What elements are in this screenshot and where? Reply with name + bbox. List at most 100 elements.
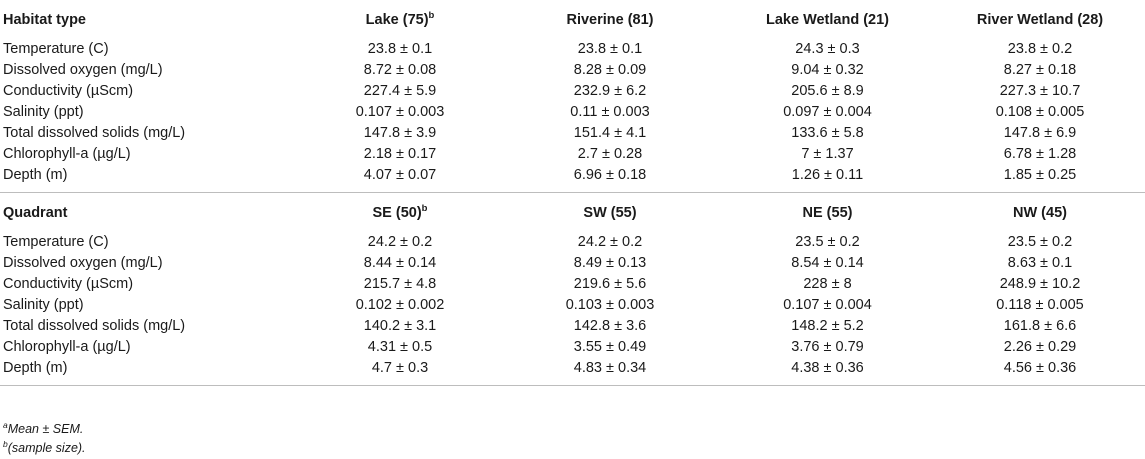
table-footnotes: aMean ± SEM. b(sample size).: [3, 420, 86, 458]
cell-value: 23.8 ± 0.1: [577, 41, 643, 57]
cell-value: 4.38 ± 0.36: [791, 360, 864, 376]
cell-value: 8.72 ± 0.08: [363, 62, 437, 78]
cell-value: 1.85 ± 0.25: [1003, 167, 1077, 183]
table-row: Temperature (C) 23.8 ± 0.1 23.8 ± 0.1 24.3 …: [0, 39, 1145, 60]
header-quadrant: Quadrant: [0, 192, 300, 232]
table-row: Conductivity (µScm) 215.7 ± 4.8 219.6 ± 5.…: [0, 274, 1145, 295]
cell-value: 8.28 ± 0.09: [573, 62, 647, 78]
table-row: Temperature (C) 24.2 ± 0.2 24.2 ± 0.2 23.5 …: [0, 232, 1145, 253]
row-label: Chlorophyll-a (µg/L): [3, 146, 131, 162]
water-quality-table: Habitat type Lake (75)b Riverine (81) La…: [0, 0, 1145, 386]
cell-value: 4.83 ± 0.34: [573, 360, 647, 376]
header-col-lake: Lake (75)b: [365, 9, 435, 28]
table-row: Dissolved oxygen (mg/L) 8.72 ± 0.08 8.28 ±…: [0, 60, 1145, 81]
row-label: Total dissolved solids (mg/L): [3, 125, 186, 141]
cell-value: 151.4 ± 4.1: [573, 125, 647, 141]
cell-value: 8.49 ± 0.13: [573, 255, 647, 271]
header-col-lake-wetland: Lake Wetland (21): [765, 11, 890, 28]
cell-value: 8.63 ± 0.1: [1007, 255, 1073, 271]
header-habitat-type: Habitat type: [3, 11, 86, 28]
row-label: Depth (m): [3, 360, 68, 376]
cell-value: 248.9 ± 10.2: [999, 276, 1081, 292]
cell-value: 232.9 ± 6.2: [573, 83, 647, 99]
cell-value: 142.8 ± 3.6: [573, 318, 647, 334]
cell-value: 6.96 ± 0.18: [573, 167, 647, 183]
table-row: Salinity (ppt) 0.102 ± 0.002 0.103 ± 0.003…: [0, 295, 1145, 316]
cell-value: 3.55 ± 0.49: [573, 339, 647, 355]
cell-value: 24.2 ± 0.2: [367, 234, 433, 250]
cell-value: 4.07 ± 0.07: [363, 167, 437, 183]
cell-value: 205.6 ± 8.9: [791, 83, 864, 99]
cell-value: 4.56 ± 0.36: [1003, 360, 1077, 376]
footnote-a: aMean ± SEM.: [3, 420, 84, 436]
cell-value: 148.2 ± 5.2: [791, 318, 864, 334]
cell-value: 23.5 ± 0.2: [795, 234, 860, 250]
cell-value: 0.118 ± 0.005: [996, 297, 1084, 313]
cell-value: 24.2 ± 0.2: [577, 234, 643, 250]
cell-value: 4.31 ± 0.5: [367, 339, 433, 355]
row-label: Dissolved oxygen (mg/L): [3, 62, 163, 78]
row-label: Depth (m): [3, 167, 68, 183]
cell-value: 7 ± 1.37: [801, 146, 854, 162]
header-col-river-wetland: River Wetland (28): [976, 11, 1104, 28]
cell-value: 0.108 ± 0.005: [995, 104, 1085, 120]
cell-value: 227.4 ± 5.9: [363, 83, 437, 99]
header-col-sw: SW (55): [500, 192, 720, 232]
cell-value: 2.18 ± 0.17: [363, 146, 437, 162]
cell-value: 3.76 ± 0.79: [791, 339, 864, 355]
cell-value: 23.5 ± 0.2: [1007, 234, 1073, 250]
row-label: Dissolved oxygen (mg/L): [3, 255, 163, 271]
row-label: Salinity (ppt): [3, 297, 84, 313]
cell-value: 2.26 ± 0.29: [1003, 339, 1077, 355]
cell-value: 0.11 ± 0.003: [570, 104, 650, 120]
cell-value: 0.097 ± 0.004: [783, 104, 872, 120]
header-col-nw: NW (45): [935, 192, 1145, 232]
cell-value: 0.107 ± 0.004: [783, 297, 872, 313]
cell-value: 147.8 ± 6.9: [1003, 125, 1077, 141]
footnote-b: b(sample size).: [3, 439, 86, 455]
cell-value: 228 ± 8: [803, 276, 852, 292]
cell-value: 219.6 ± 5.6: [573, 276, 647, 292]
cell-value: 0.103 ± 0.003: [565, 297, 655, 313]
table-row: Conductivity (µScm) 227.4 ± 5.9 232.9 ± 6.…: [0, 81, 1145, 102]
table-row: Total dissolved solids (mg/L) 140.2 ± 3.1…: [0, 316, 1145, 337]
cell-value: 0.102 ± 0.002: [355, 297, 445, 313]
header-row-quadrant: Quadrant SE (50)b SW (55) NE (55) NW (45…: [0, 192, 1145, 232]
cell-value: 23.8 ± 0.2: [1007, 41, 1073, 57]
table-row: Chlorophyll-a (µg/L) 2.18 ± 0.17 2.7 ± 0.2…: [0, 144, 1145, 165]
table-row: Depth (m) 4.07 ± 0.07 6.96 ± 0.18 1.26 ± 0.…: [0, 165, 1145, 186]
header-row-habitat: Habitat type Lake (75)b Riverine (81) La…: [0, 0, 1145, 39]
table-row: Depth (m) 4.7 ± 0.3 4.83 ± 0.34 4.38 ± 0.36…: [0, 358, 1145, 379]
row-label: Total dissolved solids (mg/L): [3, 318, 186, 334]
cell-value: 147.8 ± 3.9: [363, 125, 437, 141]
cell-value: 133.6 ± 5.8: [791, 125, 864, 141]
cell-value: 6.78 ± 1.28: [1003, 146, 1077, 162]
table-row: Salinity (ppt) 0.107 ± 0.003 0.11 ± 0.003 0…: [0, 102, 1145, 123]
row-label: Chlorophyll-a (µg/L): [3, 339, 131, 355]
cell-value: 8.44 ± 0.14: [363, 255, 437, 271]
row-label: Conductivity (µScm): [3, 83, 134, 99]
cell-value: 8.54 ± 0.14: [791, 255, 864, 271]
header-col-ne: NE (55): [720, 192, 935, 232]
cell-value: 215.7 ± 4.8: [363, 276, 437, 292]
row-label: Salinity (ppt): [3, 104, 84, 120]
cell-value: 8.27 ± 0.18: [1003, 62, 1077, 78]
header-col-riverine: Riverine (81): [566, 11, 654, 28]
cell-value: 2.7 ± 0.28: [577, 146, 643, 162]
table-row: Chlorophyll-a (µg/L) 4.31 ± 0.5 3.55 ± 0.4…: [0, 337, 1145, 358]
cell-value: 23.8 ± 0.1: [367, 41, 433, 57]
cell-value: 140.2 ± 3.1: [363, 318, 437, 334]
table-row: Dissolved oxygen (mg/L) 8.44 ± 0.14 8.49 ±…: [0, 253, 1145, 274]
cell-value: 1.26 ± 0.11: [791, 167, 864, 183]
cell-value: 24.3 ± 0.3: [795, 41, 860, 57]
row-label: Conductivity (µScm): [3, 276, 134, 292]
cell-value: 4.7 ± 0.3: [371, 360, 429, 376]
cell-value: 9.04 ± 0.32: [791, 62, 864, 78]
row-label: Temperature (C): [3, 234, 109, 250]
cell-value: 227.3 ± 10.7: [999, 83, 1081, 99]
row-label: Temperature (C): [3, 41, 109, 57]
cell-value: 161.8 ± 6.6: [1003, 318, 1077, 334]
header-col-se: SE (50)b: [300, 192, 500, 232]
cell-value: 0.107 ± 0.003: [355, 104, 445, 120]
